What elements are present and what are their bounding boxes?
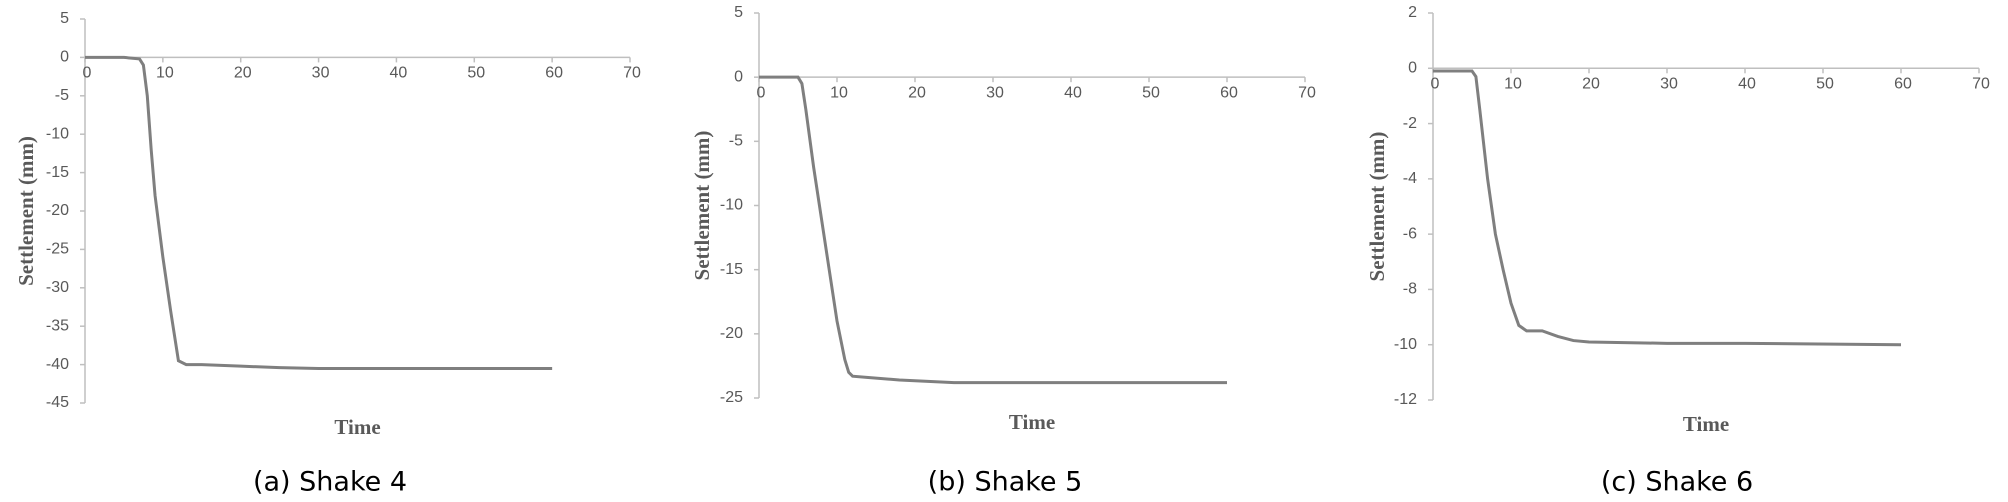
y-tick-label: -15	[720, 261, 743, 278]
x-tick-label: 70	[1972, 76, 1990, 93]
y-tick-label: -8	[1403, 281, 1417, 298]
y-axis-title: Settlement (mm)	[14, 136, 38, 286]
x-tick-label: 0	[757, 84, 766, 101]
x-tick-label: 40	[1738, 76, 1756, 93]
x-tick-label: 60	[1894, 76, 1912, 93]
y-tick-label: -20	[46, 202, 69, 219]
y-tick-label: 0	[734, 68, 743, 85]
y-tick-label: -2	[1403, 115, 1417, 132]
y-tick-label: 2	[1408, 4, 1417, 21]
caption: (c) Shake 6	[1601, 467, 1753, 498]
y-tick-label: 5	[60, 10, 69, 27]
y-tick-label: -10	[720, 197, 743, 214]
y-tick-label: -30	[46, 279, 69, 296]
y-tick-label: -10	[1394, 336, 1417, 353]
x-tick-label: 20	[234, 65, 252, 82]
y-tick-label: -10	[46, 125, 69, 142]
x-tick-label: 20	[908, 84, 926, 101]
y-tick-label: -5	[55, 87, 69, 104]
y-tick-label: -6	[1403, 225, 1417, 242]
y-tick-label: -25	[46, 241, 69, 258]
x-tick-label: 30	[1660, 76, 1678, 93]
x-tick-label: 50	[1142, 84, 1160, 101]
y-tick-label: -25	[720, 389, 743, 406]
x-tick-label: 10	[156, 65, 174, 82]
x-tick-label: 70	[623, 65, 641, 82]
data-line	[759, 75, 1227, 385]
y-tick-label: -20	[720, 325, 743, 342]
y-axis-title: Settlement (mm)	[1365, 132, 1389, 282]
x-tick-label: 20	[1582, 76, 1600, 93]
y-tick-label: -12	[1394, 391, 1417, 408]
x-tick-label: 0	[1431, 76, 1440, 93]
y-tick-label: 5	[734, 4, 743, 21]
x-tick-label: 30	[312, 65, 330, 82]
x-tick-label: 10	[1504, 76, 1522, 93]
x-tick-label: 40	[390, 65, 408, 82]
x-tick-label: 0	[83, 65, 92, 82]
x-tick-label: 10	[830, 84, 848, 101]
data-line	[85, 55, 553, 370]
y-tick-label: -4	[1403, 170, 1417, 187]
x-tick-label: 70	[1298, 84, 1316, 101]
y-tick-label: -35	[46, 317, 69, 334]
caption: (a) Shake 4	[253, 467, 407, 498]
x-tick-label: 60	[1220, 84, 1238, 101]
y-tick-label: -45	[46, 394, 69, 411]
y-tick-label: 0	[60, 49, 69, 66]
x-tick-label: 50	[1816, 76, 1834, 93]
x-axis-title: Time	[334, 415, 380, 439]
x-tick-label: 40	[1064, 84, 1082, 101]
y-tick-label: 0	[1408, 60, 1417, 77]
x-tick-label: 30	[986, 84, 1004, 101]
y-tick-label: -40	[46, 356, 69, 373]
caption: (b) Shake 5	[928, 467, 1083, 498]
y-tick-label: -5	[729, 133, 743, 150]
x-axis-title: Time	[1009, 410, 1055, 434]
y-tick-label: -15	[46, 164, 69, 181]
x-tick-label: 50	[467, 65, 485, 82]
y-axis-title: Settlement (mm)	[690, 131, 714, 281]
x-tick-label: 60	[545, 65, 563, 82]
data-line	[1433, 69, 1902, 347]
x-axis-title: Time	[1683, 412, 1729, 436]
